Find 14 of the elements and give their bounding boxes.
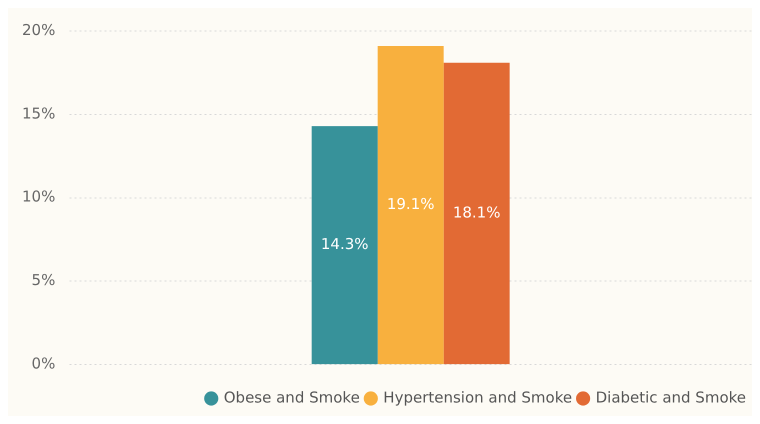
bar	[312, 126, 378, 364]
y-tick-label: 15%	[22, 104, 56, 122]
bar	[378, 46, 444, 364]
data-label: 18.1%	[452, 203, 500, 222]
legend-label: Hypertension and Smoke	[383, 388, 572, 406]
y-tick-label: 20%	[22, 20, 56, 39]
legend-label: Obese and Smoke	[224, 388, 360, 406]
y-tick-label: 5%	[32, 271, 56, 290]
bar	[444, 62, 510, 364]
y-tick-label: 10%	[22, 188, 56, 206]
data-label: 19.1%	[386, 194, 434, 213]
legend-label: Diabetic and Smoke	[596, 388, 746, 406]
y-tick-label: 0%	[32, 354, 56, 372]
data-label: 14.3%	[320, 234, 369, 253]
